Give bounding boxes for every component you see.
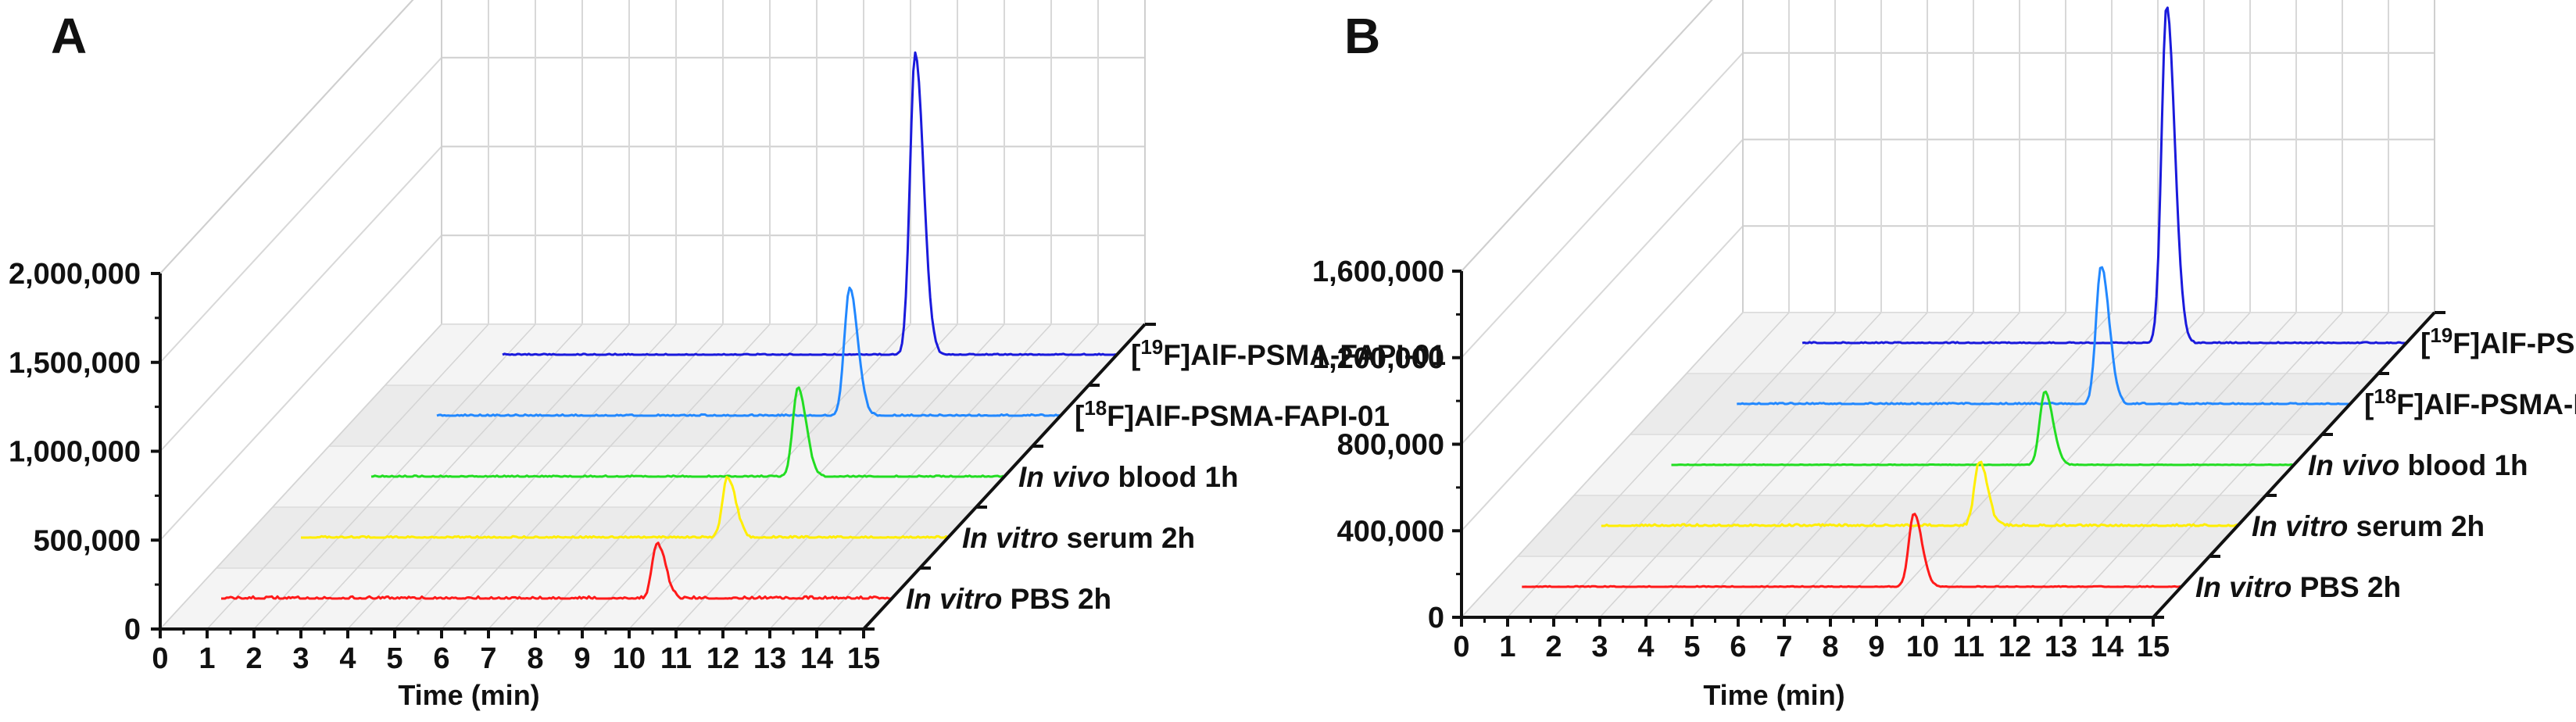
y-tick-label: 1,500,000 <box>9 347 141 380</box>
x-tick-label: 3 <box>1591 631 1608 663</box>
x-tick-label: 10 <box>1906 631 1939 663</box>
floor-gridline <box>1461 312 1744 618</box>
x-axis-title: Time (min) <box>1703 679 1844 711</box>
x-tick-label: 0 <box>1453 631 1469 663</box>
axes: 0 1 2 3 4 5 6 7 8 9 10 11 12 13 14 150500,0001,000,0001… <box>9 258 1156 711</box>
trace-line <box>301 476 949 539</box>
floor-gridline <box>1507 312 1790 618</box>
trace-label: [19F]AlF-PSMA-FAPI-02 <box>2420 323 2576 359</box>
y-tick-label: 2,000,000 <box>9 258 141 291</box>
x-tick-label: 12 <box>707 642 739 675</box>
x-axis-title: Time (min) <box>398 679 539 711</box>
side-gridline <box>159 0 414 274</box>
x-tick-label: 2 <box>245 642 262 675</box>
side-gridline <box>159 145 442 452</box>
floor-gridline <box>1922 312 2205 618</box>
trace-line <box>1737 266 2349 406</box>
panel-label: B <box>1344 8 1380 64</box>
trace-label: In vitro PBS 2h <box>2195 571 2401 603</box>
y-tick-label: 1,200,000 <box>1312 342 1444 375</box>
floor-gridline <box>159 323 442 630</box>
x-tick-label: 13 <box>2045 631 2077 663</box>
trace-label: In vitro serum 2h <box>2252 510 2485 542</box>
wall-top-edge <box>159 0 414 274</box>
x-tick-label: 8 <box>527 642 543 675</box>
side-gridline <box>159 57 442 363</box>
x-tick-label: 13 <box>753 642 786 675</box>
y-tick-label: 500,000 <box>34 524 141 557</box>
side-gridline <box>159 234 442 541</box>
x-tick-label: 9 <box>574 642 590 675</box>
x-tick-label: 5 <box>386 642 402 675</box>
traces: [19F]AlF-PSMA-FAPI-01 [18F]AlF-PSMA-FAPI-… <box>221 51 1446 615</box>
y-tick-label: 0 <box>1428 602 1444 634</box>
x-tick-label: 12 <box>1998 631 2031 663</box>
trace-label: In vitro PBS 2h <box>906 583 1111 615</box>
trace-line <box>502 51 1117 356</box>
x-tick-label: 6 <box>433 642 449 675</box>
wall-top-edge <box>1461 0 1713 272</box>
x-tick-label: 14 <box>2091 631 2123 663</box>
x-tick-label: 1 <box>199 642 215 675</box>
x-tick-label: 6 <box>1730 631 1746 663</box>
x-tick-label: 7 <box>480 642 496 675</box>
side-gridline <box>1461 138 1744 445</box>
y-tick-label: 800,000 <box>1337 429 1444 462</box>
x-tick-label: 4 <box>1637 631 1654 663</box>
side-gridline <box>1461 52 1744 359</box>
panel-b-chart: B [19F]AlF-PSMA-FAPI-02 [18F]AlF-PSMA-FAPI… <box>1312 0 2576 711</box>
x-tick-label: 5 <box>1683 631 1700 663</box>
axes: 0 1 2 3 4 5 6 7 8 9 10 11 12 13 14 150400,000800,0001,2… <box>1312 256 2445 711</box>
trace-line <box>1801 6 2406 345</box>
trace-label: [18F]AlF-PSMA-FAPI-01 <box>1075 396 1390 432</box>
x-tick-label: 7 <box>1776 631 1792 663</box>
panel-label: A <box>51 8 87 64</box>
trace-line <box>1522 513 2181 588</box>
y-tick-label: 400,000 <box>1337 515 1444 548</box>
back-wall-grid <box>1461 0 2435 618</box>
trace-line <box>370 386 1004 478</box>
y-tick-label: 0 <box>124 613 141 646</box>
depth-axis-line <box>862 323 1147 631</box>
trace-line <box>221 542 891 600</box>
trace-label: [18F]AlF-PSMA-FAPI-02 <box>2364 384 2576 420</box>
depth-axis-line <box>2152 311 2436 619</box>
trace-label: In vivo blood 1h <box>2308 449 2528 481</box>
x-tick-label: 0 <box>152 642 168 675</box>
x-tick-label: 15 <box>847 642 880 675</box>
floor-gridline <box>206 323 489 630</box>
x-tick-label: 3 <box>292 642 309 675</box>
side-gridline <box>1461 0 1713 272</box>
x-tick-label: 15 <box>2137 631 2170 663</box>
x-tick-label: 11 <box>1953 631 1984 663</box>
trace-line <box>436 286 1061 417</box>
trace-label: In vivo blood 1h <box>1018 461 1239 493</box>
x-tick-label: 8 <box>1822 631 1838 663</box>
x-tick-label: 11 <box>660 642 692 675</box>
back-wall-grid <box>159 0 1146 630</box>
x-tick-label: 9 <box>1868 631 1884 663</box>
trace-label: In vitro serum 2h <box>962 522 1195 554</box>
traces: [19F]AlF-PSMA-FAPI-02 [18F]AlF-PSMA-FAPI-… <box>1522 6 2576 603</box>
panel-a-chart: A [19F]AlF-PSMA-FAPI-01 [18F]AlF-PSMA-FAPI… <box>9 0 1446 711</box>
floor-gridline <box>675 323 958 630</box>
y-tick-label: 1,600,000 <box>1312 256 1444 288</box>
y-tick-label: 1,000,000 <box>9 436 141 469</box>
x-tick-label: 1 <box>1499 631 1515 663</box>
x-tick-label: 10 <box>613 642 646 675</box>
x-tick-label: 14 <box>800 642 833 675</box>
x-tick-label: 4 <box>339 642 356 675</box>
x-tick-label: 2 <box>1545 631 1562 663</box>
side-gridline <box>1461 225 1744 531</box>
trace-label: [19F]AlF-PSMA-FAPI-01 <box>1131 335 1446 371</box>
